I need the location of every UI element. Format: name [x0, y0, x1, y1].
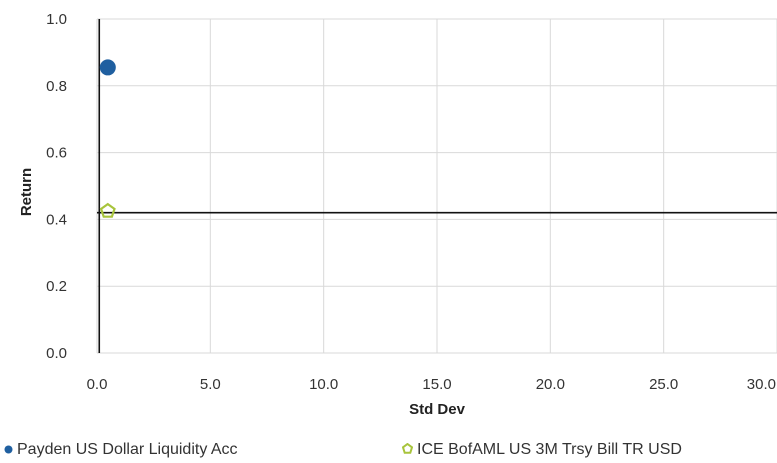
y-tick-label: 0.6 [46, 145, 67, 162]
y-tick-label: 0.0 [46, 345, 67, 362]
fund-data-point [99, 59, 116, 76]
x-tick-labels: 0.0 5.0 10.0 15.0 20.0 25.0 30.0 [87, 376, 776, 393]
x-tick-label: 25.0 [649, 376, 678, 393]
y-tick-label: 0.8 [46, 78, 67, 95]
y-tick-labels: 0.0 0.2 0.4 0.6 0.8 1.0 [46, 11, 67, 362]
y-axis-title: Return [18, 168, 35, 216]
x-tick-label: 5.0 [200, 376, 221, 393]
grid-lines [96, 18, 777, 354]
x-tick-label: 20.0 [536, 376, 565, 393]
data-points [99, 59, 116, 218]
y-tick-label: 1.0 [46, 11, 67, 28]
x-tick-label: 30.0 [747, 376, 776, 393]
legend-label-benchmark: ICE BofAML US 3M Trsy Bill TR USD [417, 441, 682, 458]
x-tick-label: 0.0 [87, 376, 108, 393]
legend-item-benchmark: ICE BofAML US 3M Trsy Bill TR USD [401, 441, 682, 459]
pentagon-marker-icon [401, 441, 414, 459]
legend-item-fund: Payden US Dollar Liquidity Acc [4, 441, 238, 459]
reference-lines [97, 19, 777, 353]
x-tick-label: 15.0 [422, 376, 451, 393]
x-tick-label: 10.0 [309, 376, 338, 393]
benchmark-data-point [99, 202, 116, 218]
x-axis-title: Std Dev [409, 401, 466, 418]
legend-label-fund: Payden US Dollar Liquidity Acc [17, 441, 238, 458]
y-tick-label: 0.2 [46, 278, 67, 295]
circle-marker-icon [4, 441, 13, 459]
y-tick-label: 0.4 [46, 211, 67, 228]
legend: Payden US Dollar Liquidity Acc ICE BofAM… [0, 441, 777, 463]
